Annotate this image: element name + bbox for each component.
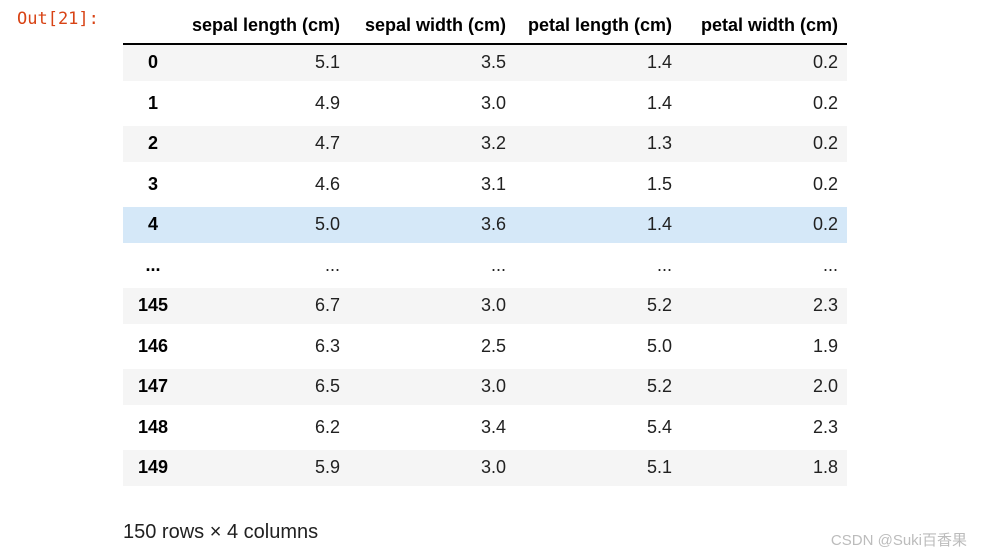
table-cell: ... — [681, 245, 847, 288]
table-row: 146 6.3 2.5 5.0 1.9 — [123, 326, 847, 369]
table-row: 1 4.9 3.0 1.4 0.2 — [123, 83, 847, 126]
column-header-petal-length: petal length (cm) — [515, 8, 681, 45]
table-cell: 2.3 — [681, 285, 847, 329]
table-cell: 3.6 — [349, 204, 515, 248]
table-cell: 0.2 — [681, 204, 847, 248]
row-index: 148 — [123, 407, 183, 450]
table-header: sepal length (cm) sepal width (cm) petal… — [123, 8, 847, 45]
table-cell: 1.4 — [515, 204, 681, 248]
row-index: 147 — [123, 366, 183, 410]
table-cell: 3.0 — [349, 447, 515, 491]
table-cell: ... — [515, 245, 681, 288]
table-cell: 5.9 — [183, 447, 349, 491]
table-cell: 3.2 — [349, 123, 515, 167]
table-cell: 5.0 — [515, 326, 681, 369]
table-cell: 5.2 — [515, 366, 681, 410]
table-row: 2 4.7 3.2 1.3 0.2 — [123, 123, 847, 167]
table-body: 0 5.1 3.5 1.4 0.2 1 4.9 3.0 1.4 0.2 2 4.7 3.2 1.3 0.2 3… — [123, 44, 847, 491]
row-index: 2 — [123, 123, 183, 167]
table-cell: 0.2 — [681, 44, 847, 86]
row-index: ... — [123, 245, 183, 288]
table-cell: 4.9 — [183, 83, 349, 126]
row-index: 146 — [123, 326, 183, 369]
table-cell: 1.4 — [515, 83, 681, 126]
table-cell: 3.0 — [349, 366, 515, 410]
table-cell: 1.8 — [681, 447, 847, 491]
row-index: 3 — [123, 164, 183, 207]
table-cell: 3.0 — [349, 83, 515, 126]
table-cell: 2.3 — [681, 407, 847, 450]
table-cell: 5.4 — [515, 407, 681, 450]
table-row: 0 5.1 3.5 1.4 0.2 — [123, 44, 847, 86]
row-index: 1 — [123, 83, 183, 126]
column-header-sepal-length: sepal length (cm) — [183, 8, 349, 45]
table-cell: ... — [183, 245, 349, 288]
table-cell: 4.6 — [183, 164, 349, 207]
row-index: 4 — [123, 204, 183, 248]
header-row: sepal length (cm) sepal width (cm) petal… — [123, 8, 847, 45]
table-row: 149 5.9 3.0 5.1 1.8 — [123, 447, 847, 491]
table-cell: 6.5 — [183, 366, 349, 410]
table-row: 147 6.5 3.0 5.2 2.0 — [123, 366, 847, 410]
table-cell: 3.5 — [349, 44, 515, 86]
table-cell: 1.5 — [515, 164, 681, 207]
output-prompt: Out[21]: — [17, 9, 99, 29]
dataframe-shape-summary: 150 rows × 4 columns — [123, 521, 319, 543]
table-cell: ... — [349, 245, 515, 288]
table-cell: 5.1 — [183, 44, 349, 86]
table-cell: 0.2 — [681, 164, 847, 207]
table-cell: 5.1 — [515, 447, 681, 491]
table-cell: 5.0 — [183, 204, 349, 248]
table-cell: 3.1 — [349, 164, 515, 207]
table-row: 4 5.0 3.6 1.4 0.2 — [123, 204, 847, 248]
table-cell: 1.3 — [515, 123, 681, 167]
table-cell: 3.0 — [349, 285, 515, 329]
table-cell: 3.4 — [349, 407, 515, 450]
table-cell: 0.2 — [681, 123, 847, 167]
table-cell: 1.9 — [681, 326, 847, 369]
table-cell: 6.7 — [183, 285, 349, 329]
table-cell: 5.2 — [515, 285, 681, 329]
csdn-watermark: CSDN @Suki百香果 — [830, 532, 967, 549]
row-index: 145 — [123, 285, 183, 329]
dataframe-table: sepal length (cm) sepal width (cm) petal… — [123, 8, 847, 491]
table-cell: 1.4 — [515, 44, 681, 86]
table-cell: 6.3 — [183, 326, 349, 369]
table-row: 148 6.2 3.4 5.4 2.3 — [123, 407, 847, 450]
table-row: 3 4.6 3.1 1.5 0.2 — [123, 164, 847, 207]
table-cell: 0.2 — [681, 83, 847, 126]
column-header-petal-width: petal width (cm) — [681, 8, 847, 45]
table-row: ............... — [123, 245, 847, 288]
table-cell: 6.2 — [183, 407, 349, 450]
table-cell: 2.0 — [681, 366, 847, 410]
table-cell: 2.5 — [349, 326, 515, 369]
row-index: 0 — [123, 44, 183, 86]
table-cell: 4.7 — [183, 123, 349, 167]
row-index: 149 — [123, 447, 183, 491]
table-row: 145 6.7 3.0 5.2 2.3 — [123, 285, 847, 329]
index-corner-cell — [123, 8, 183, 45]
column-header-sepal-width: sepal width (cm) — [349, 8, 515, 45]
